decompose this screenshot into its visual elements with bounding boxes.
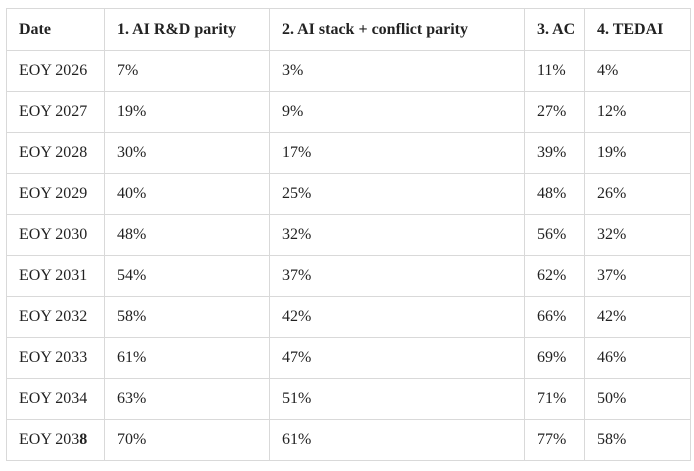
cell-ai-rd-parity: 19% (104, 91, 270, 133)
cell-ai-stack-conflict-parity: 17% (269, 132, 525, 174)
forecast-table: Date 1. AI R&D parity 2. AI stack + conf… (6, 8, 691, 461)
cell-date: EOY 2032 (6, 296, 105, 338)
cell-ai-stack-conflict-parity: 9% (269, 91, 525, 133)
column-header-ai-rd-parity: 1. AI R&D parity (104, 8, 270, 51)
cell-ai-rd-parity: 48% (104, 214, 270, 256)
cell-ac: 56% (524, 214, 585, 256)
cell-ai-rd-parity: 30% (104, 132, 270, 174)
table-header-row: Date 1. AI R&D parity 2. AI stack + conf… (6, 8, 691, 51)
cell-ac: 39% (524, 132, 585, 174)
table-row: EOY 2029 40% 25% 48% 26% (6, 173, 691, 215)
cell-ai-rd-parity: 70% (104, 419, 270, 461)
cell-ac: 48% (524, 173, 585, 215)
cell-tedai: 58% (584, 419, 691, 461)
cell-tedai: 26% (584, 173, 691, 215)
cell-tedai: 19% (584, 132, 691, 174)
cell-ai-rd-parity: 54% (104, 255, 270, 297)
cell-ai-rd-parity: 61% (104, 337, 270, 379)
column-header-ai-stack-conflict-parity: 2. AI stack + conflict parity (269, 8, 525, 51)
column-header-tedai: 4. TEDAI (584, 8, 691, 51)
cell-ai-rd-parity: 58% (104, 296, 270, 338)
cell-date: EOY 2030 (6, 214, 105, 256)
cell-date: EOY 2038 (6, 419, 105, 461)
cell-tedai: 32% (584, 214, 691, 256)
cell-ac: 69% (524, 337, 585, 379)
cell-date: EOY 2033 (6, 337, 105, 379)
column-header-date: Date (6, 8, 105, 51)
cell-ai-stack-conflict-parity: 61% (269, 419, 525, 461)
cell-ac: 27% (524, 91, 585, 133)
cell-date: EOY 2028 (6, 132, 105, 174)
cell-ai-stack-conflict-parity: 3% (269, 50, 525, 92)
table-row: EOY 2032 58% 42% 66% 42% (6, 296, 691, 338)
cell-ai-rd-parity: 40% (104, 173, 270, 215)
cell-ac: 77% (524, 419, 585, 461)
table-row: EOY 2026 7% 3% 11% 4% (6, 50, 691, 92)
cell-tedai: 42% (584, 296, 691, 338)
table-row: EOY 2033 61% 47% 69% 46% (6, 337, 691, 379)
table-row: EOY 2034 63% 51% 71% 50% (6, 378, 691, 420)
cell-ac: 71% (524, 378, 585, 420)
cell-ai-stack-conflict-parity: 32% (269, 214, 525, 256)
table-row: EOY 2027 19% 9% 27% 12% (6, 91, 691, 133)
table-row: EOY 2038 70% 61% 77% 58% (6, 419, 691, 461)
cell-date: EOY 2029 (6, 173, 105, 215)
cell-date: EOY 2026 (6, 50, 105, 92)
cell-tedai: 46% (584, 337, 691, 379)
cell-ai-stack-conflict-parity: 42% (269, 296, 525, 338)
table-row: EOY 2030 48% 32% 56% 32% (6, 214, 691, 256)
cell-tedai: 37% (584, 255, 691, 297)
cell-tedai: 12% (584, 91, 691, 133)
column-header-ac: 3. AC (524, 8, 585, 51)
cell-tedai: 50% (584, 378, 691, 420)
cell-ac: 66% (524, 296, 585, 338)
cell-ac: 62% (524, 255, 585, 297)
date-prefix: EOY 203 (19, 431, 80, 448)
table-row: EOY 2031 54% 37% 62% 37% (6, 255, 691, 297)
cell-tedai: 4% (584, 50, 691, 92)
cell-ac: 11% (524, 50, 585, 92)
cell-ai-rd-parity: 63% (104, 378, 270, 420)
cell-ai-stack-conflict-parity: 37% (269, 255, 525, 297)
cell-date: EOY 2027 (6, 91, 105, 133)
cell-date: EOY 2031 (6, 255, 105, 297)
table-row: EOY 2028 30% 17% 39% 19% (6, 132, 691, 174)
cell-ai-stack-conflict-parity: 51% (269, 378, 525, 420)
cell-date: EOY 2034 (6, 378, 105, 420)
cell-ai-rd-parity: 7% (104, 50, 270, 92)
cell-ai-stack-conflict-parity: 25% (269, 173, 525, 215)
date-bold-digit: 8 (79, 431, 88, 448)
cell-ai-stack-conflict-parity: 47% (269, 337, 525, 379)
